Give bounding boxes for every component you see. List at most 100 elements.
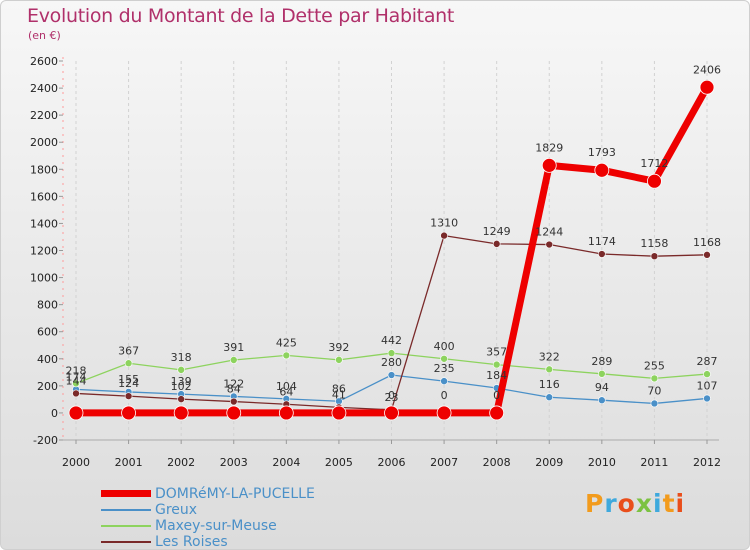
x-tick-label-2008: 2008: [483, 456, 511, 469]
point-greux-2006: [387, 371, 396, 379]
y-tick-label-600: 600: [37, 326, 58, 339]
x-tick-label-2002: 2002: [167, 456, 195, 469]
y-tick-label-1800: 1800: [30, 163, 58, 176]
logo-letter: x: [635, 489, 653, 518]
data-label-maxey-sur-meuse-2010: 289: [591, 355, 612, 368]
point-maxey-sur-meuse-2010: [598, 370, 606, 378]
data-label-greux-2009: 116: [539, 378, 560, 391]
y-tick-label-800: 800: [37, 299, 58, 312]
x-tick-label-2000: 2000: [62, 456, 90, 469]
point-les-roises-2003: [229, 397, 238, 406]
data-label-domr-my-la-pucelle-2008: 0: [493, 389, 500, 402]
data-label-maxey-sur-meuse-2003: 391: [223, 341, 244, 354]
data-label-greux-2004: 104: [276, 380, 297, 393]
data-label-les-roises-2001: 124: [118, 377, 139, 390]
data-label-domr-my-la-pucelle-2006: 0: [388, 389, 395, 402]
point-maxey-sur-meuse-2004: [282, 351, 291, 360]
point-greux-2012: [703, 394, 711, 403]
point-domr-my-la-pucelle-2008: [489, 405, 505, 421]
point-les-roises-2010: [598, 250, 606, 258]
legend-swatch-domremy: [101, 490, 151, 497]
point-les-roises-2000: [72, 389, 80, 398]
point-domr-my-la-pucelle-2004: [278, 405, 294, 421]
y-tick-label-200: 200: [37, 380, 58, 393]
data-label-greux-2012: 107: [697, 379, 718, 392]
data-label-greux-2003: 122: [223, 377, 244, 390]
point-greux-2010: [598, 396, 606, 405]
data-label-greux-2008: 184: [486, 369, 507, 382]
point-maxey-sur-meuse-2008: [492, 360, 501, 369]
data-label-les-roises-2005: 41: [332, 388, 346, 401]
data-label-maxey-sur-meuse-2011: 255: [644, 359, 665, 372]
data-label-les-roises-2009: 1244: [535, 226, 563, 239]
point-maxey-sur-meuse-2003: [229, 356, 238, 364]
legend-label-greux: Greux: [155, 502, 198, 518]
point-maxey-sur-meuse-2000: [72, 379, 80, 388]
y-tick-label-1600: 1600: [30, 190, 58, 203]
logo-letter: P: [585, 489, 605, 518]
data-label-domr-my-la-pucelle-2012: 2406: [693, 63, 721, 76]
logo-letter: i: [653, 489, 663, 518]
point-maxey-sur-meuse-2002: [177, 366, 185, 374]
point-domr-my-la-pucelle-2011: [647, 173, 662, 189]
chart-unit-label: (en €): [28, 29, 61, 42]
data-label-les-roises-2010: 1174: [588, 235, 616, 248]
x-tick-label-2011: 2011: [640, 456, 668, 469]
legend-swatch-maxey: [101, 525, 151, 527]
y-tick-label-0: 0: [51, 407, 58, 420]
data-label-maxey-sur-meuse-2001: 367: [118, 344, 139, 357]
point-les-roises-2007: [440, 231, 448, 240]
data-label-les-roises-2000: 144: [66, 374, 87, 387]
data-label-maxey-sur-meuse-2009: 322: [539, 350, 560, 363]
logo-letter: r: [604, 489, 618, 518]
logo-letter: i: [675, 489, 686, 518]
data-label-greux-2011: 70: [647, 384, 661, 397]
point-domr-my-la-pucelle-2003: [226, 405, 242, 421]
point-les-roises-2011: [650, 252, 659, 260]
y-tick-label-2200: 2200: [30, 109, 58, 122]
x-tick-label-2007: 2007: [430, 456, 458, 469]
point-greux-2011: [650, 399, 659, 408]
y-tick-label-1400: 1400: [30, 217, 58, 230]
legend-label-domremy: DOMRéMY-LA-PUCELLE: [155, 486, 315, 502]
data-label-domr-my-la-pucelle-2009: 1829: [535, 141, 563, 154]
point-les-roises-2009: [545, 240, 554, 249]
point-maxey-sur-meuse-2011: [650, 374, 659, 383]
x-tick-label-2005: 2005: [325, 456, 353, 469]
point-les-roises-2002: [177, 395, 185, 403]
y-tick-label-2000: 2000: [30, 136, 58, 149]
point-greux-2009: [545, 393, 554, 402]
chart-title: Evolution du Montant de la Dette par Hab…: [27, 5, 455, 27]
data-label-les-roises-2002: 102: [171, 380, 192, 393]
point-les-roises-2008: [492, 240, 501, 248]
legend-label-maxey: Maxey-sur-Meuse: [155, 518, 277, 534]
data-label-maxey-sur-meuse-2007: 400: [434, 340, 455, 353]
point-greux-2007: [440, 377, 448, 385]
point-maxey-sur-meuse-2012: [703, 370, 711, 378]
y-tick-label-1200: 1200: [30, 245, 58, 258]
data-label-les-roises-2007: 1310: [430, 217, 458, 230]
x-tick-label-2010: 2010: [588, 456, 616, 469]
point-maxey-sur-meuse-2005: [335, 356, 343, 364]
y-tick-label-1000: 1000: [30, 272, 58, 285]
y-tick-label--200: -200: [33, 434, 58, 447]
legend-swatch-greux: [101, 509, 151, 511]
data-label-maxey-sur-meuse-2004: 425: [276, 336, 297, 349]
y-tick-label-2400: 2400: [30, 82, 58, 95]
point-domr-my-la-pucelle-2007: [436, 405, 452, 421]
data-label-maxey-sur-meuse-2008: 357: [486, 346, 507, 359]
data-label-les-roises-2006: 23: [385, 391, 399, 404]
data-label-maxey-sur-meuse-2006: 442: [381, 334, 402, 347]
point-maxey-sur-meuse-2006: [387, 349, 396, 357]
point-domr-my-la-pucelle-2001: [121, 405, 136, 421]
data-label-les-roises-2012: 1168: [693, 236, 721, 249]
data-label-greux-2006: 280: [381, 356, 402, 369]
data-label-domr-my-la-pucelle-2010: 1793: [588, 146, 616, 159]
y-tick-label-400: 400: [37, 353, 58, 366]
data-label-maxey-sur-meuse-2000: 218: [66, 364, 87, 377]
point-les-roises-2012: [703, 251, 711, 259]
y-tick-label-2600: 2600: [30, 55, 58, 68]
data-label-les-roises-2011: 1158: [640, 237, 668, 250]
